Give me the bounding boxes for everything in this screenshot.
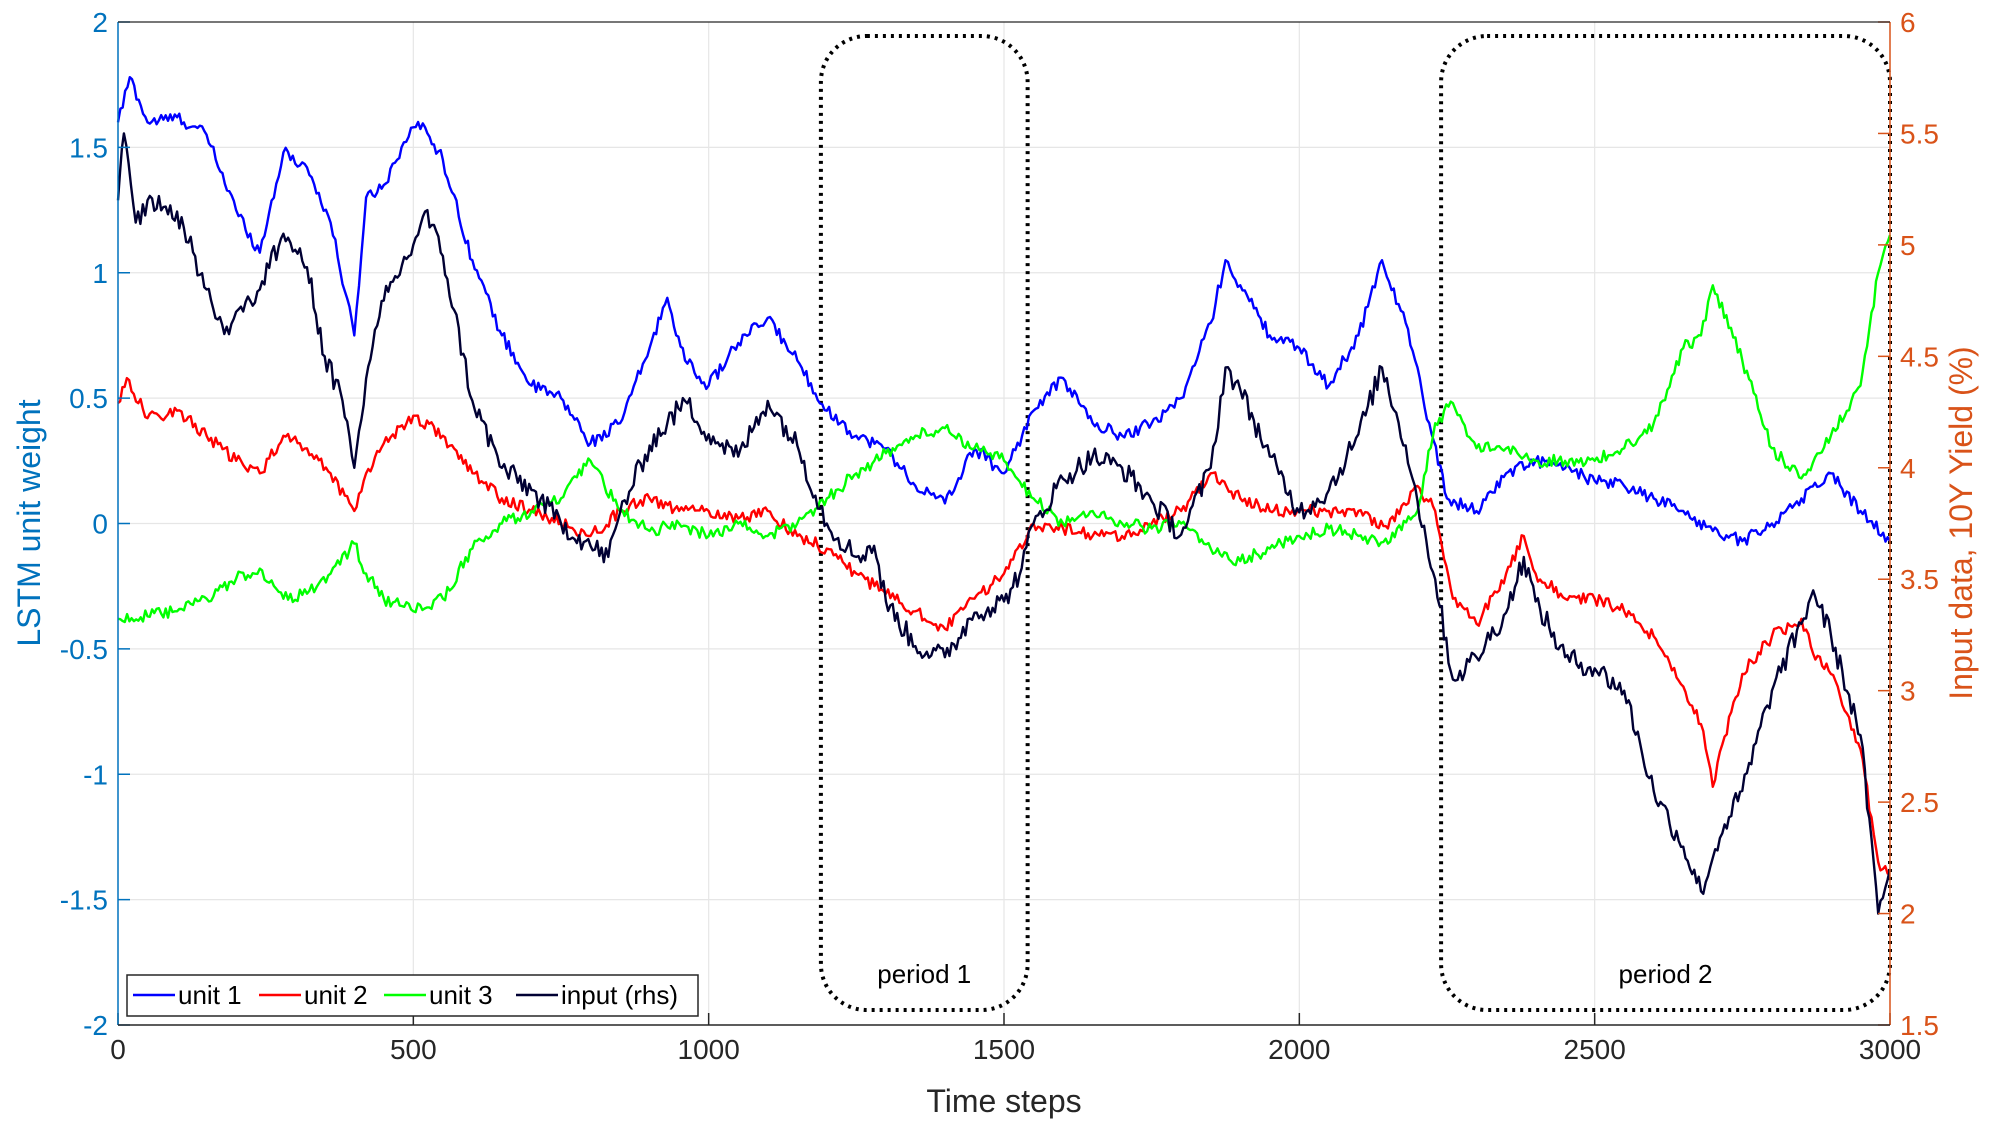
y-right-tick-label-4.5: 4.5: [1900, 341, 1939, 372]
period-1-label: period 1: [877, 959, 971, 989]
y-axis-right-label: Input data, 10Y Yield (%): [1943, 346, 1979, 699]
y-right-tick-label-3: 3: [1900, 676, 1916, 707]
x-tick-label-2500: 2500: [1564, 1034, 1626, 1065]
period-2-box: [1439, 34, 1893, 1012]
y-left-tick-label-0.5: 0.5: [69, 383, 108, 414]
legend-label-unit-1: unit 1: [178, 980, 242, 1010]
y-left-tick-label-2: 2: [92, 7, 108, 38]
y-right-tick-label-3.5: 3.5: [1900, 564, 1939, 595]
legend-label-unit-3: unit 3: [429, 980, 493, 1010]
x-tick-label-3000: 3000: [1859, 1034, 1921, 1065]
period-1-box: [818, 34, 1030, 1012]
period-2-label: period 2: [1619, 959, 1713, 989]
x-tick-label-0: 0: [110, 1034, 126, 1065]
y-left-tick-label-1: 1: [92, 258, 108, 289]
y-left-tick-label-1.5: 1.5: [69, 132, 108, 163]
y-left-tick-label--1: -1: [83, 759, 108, 790]
legend-label-unit-2: unit 2: [304, 980, 368, 1010]
legend: unit 1 unit 2 unit 3 input (rhs): [126, 974, 699, 1017]
y-right-tick-label-5.5: 5.5: [1900, 118, 1939, 149]
y-right-tick-label-4: 4: [1900, 453, 1916, 484]
y-left-tick-label--1.5: -1.5: [60, 885, 108, 916]
series-lines: [116, 75, 1892, 915]
y-left-tick-label--2: -2: [83, 1010, 108, 1041]
y-right-tick-label-1.5: 1.5: [1900, 1010, 1939, 1041]
series-line-unit-2: [117, 376, 1891, 876]
series-line-input-rhs: [116, 132, 1892, 915]
y-right-tick-label-2.5: 2.5: [1900, 787, 1939, 818]
y-axis-left-label: LSTM unit weight: [11, 399, 47, 646]
x-tick-label-500: 500: [390, 1034, 437, 1065]
x-tick-label-1500: 1500: [973, 1034, 1035, 1065]
x-tick-label-1000: 1000: [678, 1034, 740, 1065]
y-right-tick-label-2: 2: [1900, 899, 1916, 930]
series-line-unit-1: [116, 75, 1892, 547]
axes: 0 500 1000 1500 2000 2500 3000 2 1.5 1 0.5 0 -0.5 -1 -…: [60, 7, 1939, 1065]
x-axis-label: Time steps: [926, 1083, 1081, 1119]
series-line-unit-3: [117, 234, 1892, 624]
y-right-tick-label-5: 5: [1900, 230, 1916, 261]
y-left-tick-label--0.5: -0.5: [60, 634, 108, 665]
y-right-tick-label-6: 6: [1900, 7, 1916, 38]
y-left-tick-label-0: 0: [92, 509, 108, 540]
x-tick-label-2000: 2000: [1268, 1034, 1330, 1065]
legend-label-input: input (rhs): [561, 980, 678, 1010]
period-boxes: period 1 period 2: [818, 34, 1893, 1012]
grid-lines: [118, 22, 1890, 1025]
